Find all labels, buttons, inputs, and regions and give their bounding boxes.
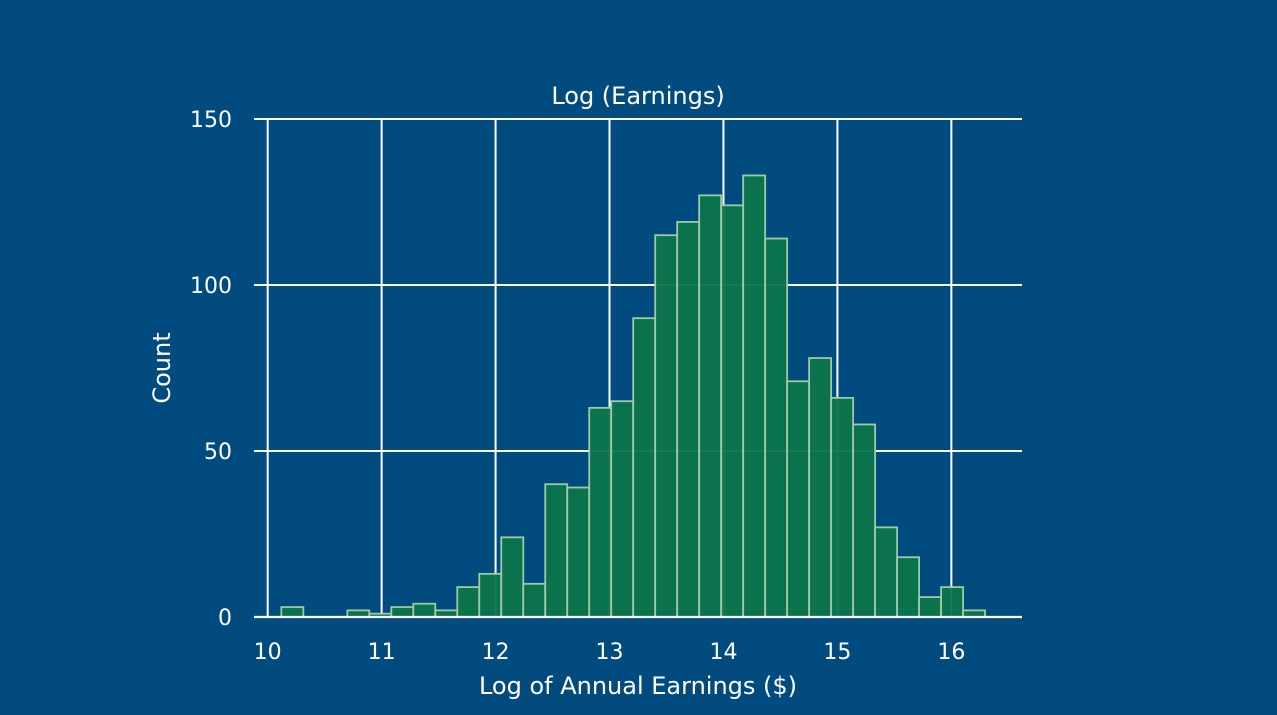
x-tick-label: 10 (254, 640, 282, 665)
histogram-bar (566, 486, 591, 618)
x-tick-label: 15 (823, 640, 851, 665)
histogram-bar (632, 317, 657, 618)
y-tick-labels: 0 50 100 150 (190, 108, 232, 631)
histogram-bar (940, 586, 964, 618)
histogram-bar (742, 174, 767, 618)
histogram-bar (918, 596, 942, 618)
histogram-bar (786, 380, 811, 618)
histogram-bar (896, 556, 921, 618)
histogram-bar (698, 194, 723, 618)
x-tick-label: 12 (482, 640, 510, 665)
histogram-bar (500, 536, 525, 618)
histogram-bar (412, 602, 437, 618)
histogram-bar (676, 221, 701, 618)
histogram-bar (588, 406, 613, 618)
histogram-bar (390, 606, 415, 618)
y-tick-label: 50 (204, 440, 232, 465)
histogram-bar (610, 400, 635, 618)
histogram-bars (280, 174, 986, 618)
histogram-bar (280, 606, 305, 618)
histogram-bar (654, 234, 679, 618)
histogram-bar (456, 586, 481, 618)
histogram-bar (764, 237, 789, 618)
y-tick-label: 150 (190, 108, 232, 133)
histogram-bar (522, 582, 547, 618)
grid-lines (254, 118, 1022, 617)
y-axis-label: Count (148, 332, 176, 403)
x-tick-label: 16 (937, 640, 965, 665)
x-tick-label: 11 (368, 640, 396, 665)
y-tick-label: 0 (218, 606, 232, 631)
histogram-bar (720, 204, 745, 618)
x-tick-label: 14 (709, 640, 737, 665)
x-tick-label: 13 (596, 640, 624, 665)
histogram-bar (544, 483, 569, 618)
histogram-bar (830, 396, 855, 618)
histogram-bar (808, 357, 833, 618)
histogram-bar (852, 423, 877, 618)
x-tick-labels: 10 11 12 13 14 15 16 (254, 640, 966, 665)
x-axis-label: Log of Annual Earnings ($) (479, 672, 797, 700)
histogram-bar (478, 572, 503, 618)
chart-title: Log (Earnings) (551, 82, 724, 110)
histogram-bar (874, 526, 899, 618)
y-tick-label: 100 (190, 274, 232, 299)
